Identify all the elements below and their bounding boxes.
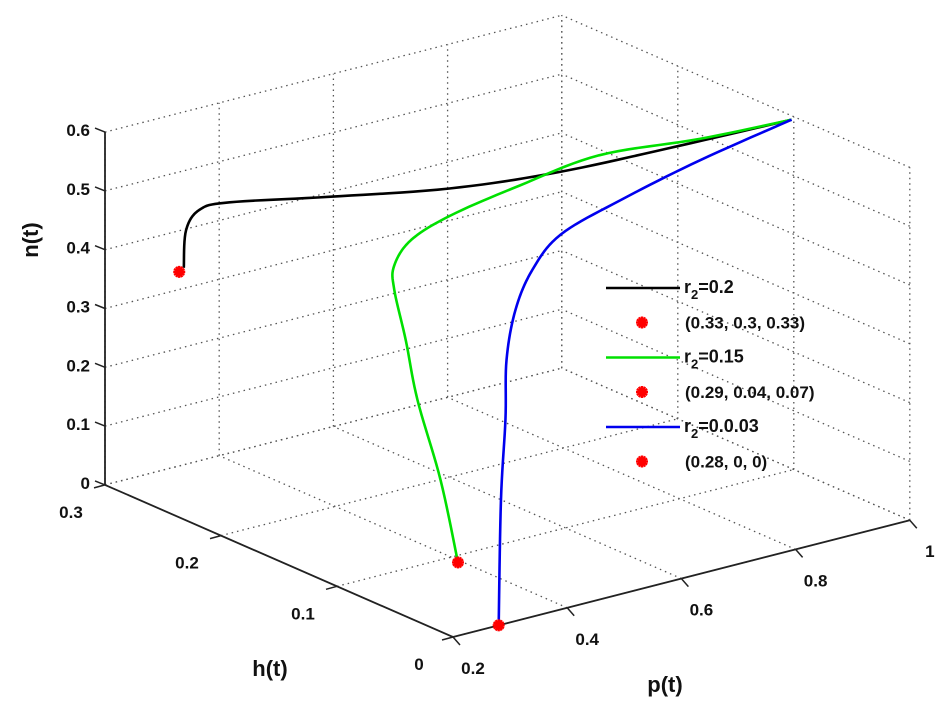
series-line-2 [391, 118, 792, 563]
star-core [638, 388, 646, 396]
tick-label: 0.8 [804, 571, 828, 590]
tick-label: 0.4 [575, 630, 599, 649]
tick-label: 0.6 [690, 601, 714, 620]
legend-marker-swatch [636, 386, 648, 398]
star-core [175, 268, 183, 276]
legend-series-label: r2=0.0.03 [684, 416, 759, 441]
y-axis-label: h(t) [252, 656, 287, 681]
z-axis-label: n(t) [18, 222, 43, 257]
equilibrium-marker-3 [492, 619, 505, 632]
tick-mark [452, 636, 461, 646]
series-line-1 [182, 118, 792, 268]
legend-series-label: r2=0.2 [684, 277, 734, 302]
tick-mark [325, 585, 338, 591]
series-line-3 [497, 118, 793, 626]
tick-mark [209, 534, 222, 540]
star-core [454, 558, 462, 566]
tick-label: 0.1 [291, 604, 315, 623]
grid-line [104, 14, 562, 133]
legend-marker-label: (0.28, 0, 0) [685, 453, 767, 472]
tick-mark [441, 636, 454, 641]
tick-mark [94, 127, 106, 133]
tick-mark [566, 607, 575, 617]
equilibrium-marker-2 [451, 556, 464, 569]
tick-mark [909, 519, 918, 529]
grid-line [104, 249, 562, 368]
legend-series-label: r2=0.15 [684, 347, 744, 372]
tick-label: 0.3 [59, 503, 83, 522]
grid-line [333, 425, 682, 580]
legend-marker-swatch [636, 316, 648, 329]
tick-mark [94, 362, 106, 368]
grid-line [561, 132, 911, 286]
star-core [495, 621, 503, 629]
x-axis-label: p(t) [647, 672, 682, 697]
y-axis-line [104, 484, 454, 638]
tick-mark [94, 245, 106, 251]
tick-mark [94, 186, 106, 192]
tick-label: 0 [81, 474, 90, 493]
tick-label: 0.6 [66, 121, 90, 140]
equilibrium-marker-1 [173, 265, 186, 278]
tick-label: 0.1 [66, 415, 90, 434]
legend-marker-label: (0.29, 0.04, 0.07) [685, 383, 814, 402]
tick-label: 0.2 [66, 356, 90, 375]
grid-line [218, 455, 568, 609]
tick-label: 0.2 [175, 554, 199, 573]
legend-marker-label: (0.33, 0.3, 0.33) [685, 314, 805, 333]
tick-label: 1 [925, 542, 934, 561]
star-core [638, 458, 646, 465]
tick-label: 0.2 [461, 659, 485, 678]
axes [93, 127, 918, 646]
tick-mark [94, 421, 106, 427]
tick-labels: 0 0.1 0.2 0.3 0.4 0.5 0.6 0 0.1 0.2 0.3 0.2 0.4 0.6 0.… [59, 121, 934, 678]
tick-mark [93, 484, 106, 489]
legend-marker-swatch [636, 455, 648, 468]
tick-mark [94, 303, 106, 310]
tick-label: 0 [414, 655, 423, 674]
legend: r2=0.2 (0.33, 0.3, 0.33) r2=0.15 (0.29, 0.0… [606, 277, 814, 472]
tick-label: 0.3 [66, 298, 90, 317]
tick-label: 0.5 [66, 180, 90, 199]
tick-mark [94, 480, 106, 486]
tick-mark [795, 548, 804, 558]
tick-label: 0.4 [66, 239, 90, 258]
star-core [638, 319, 646, 326]
series-markers [173, 265, 505, 632]
series-curves [182, 118, 793, 626]
tick-mark [680, 578, 689, 588]
